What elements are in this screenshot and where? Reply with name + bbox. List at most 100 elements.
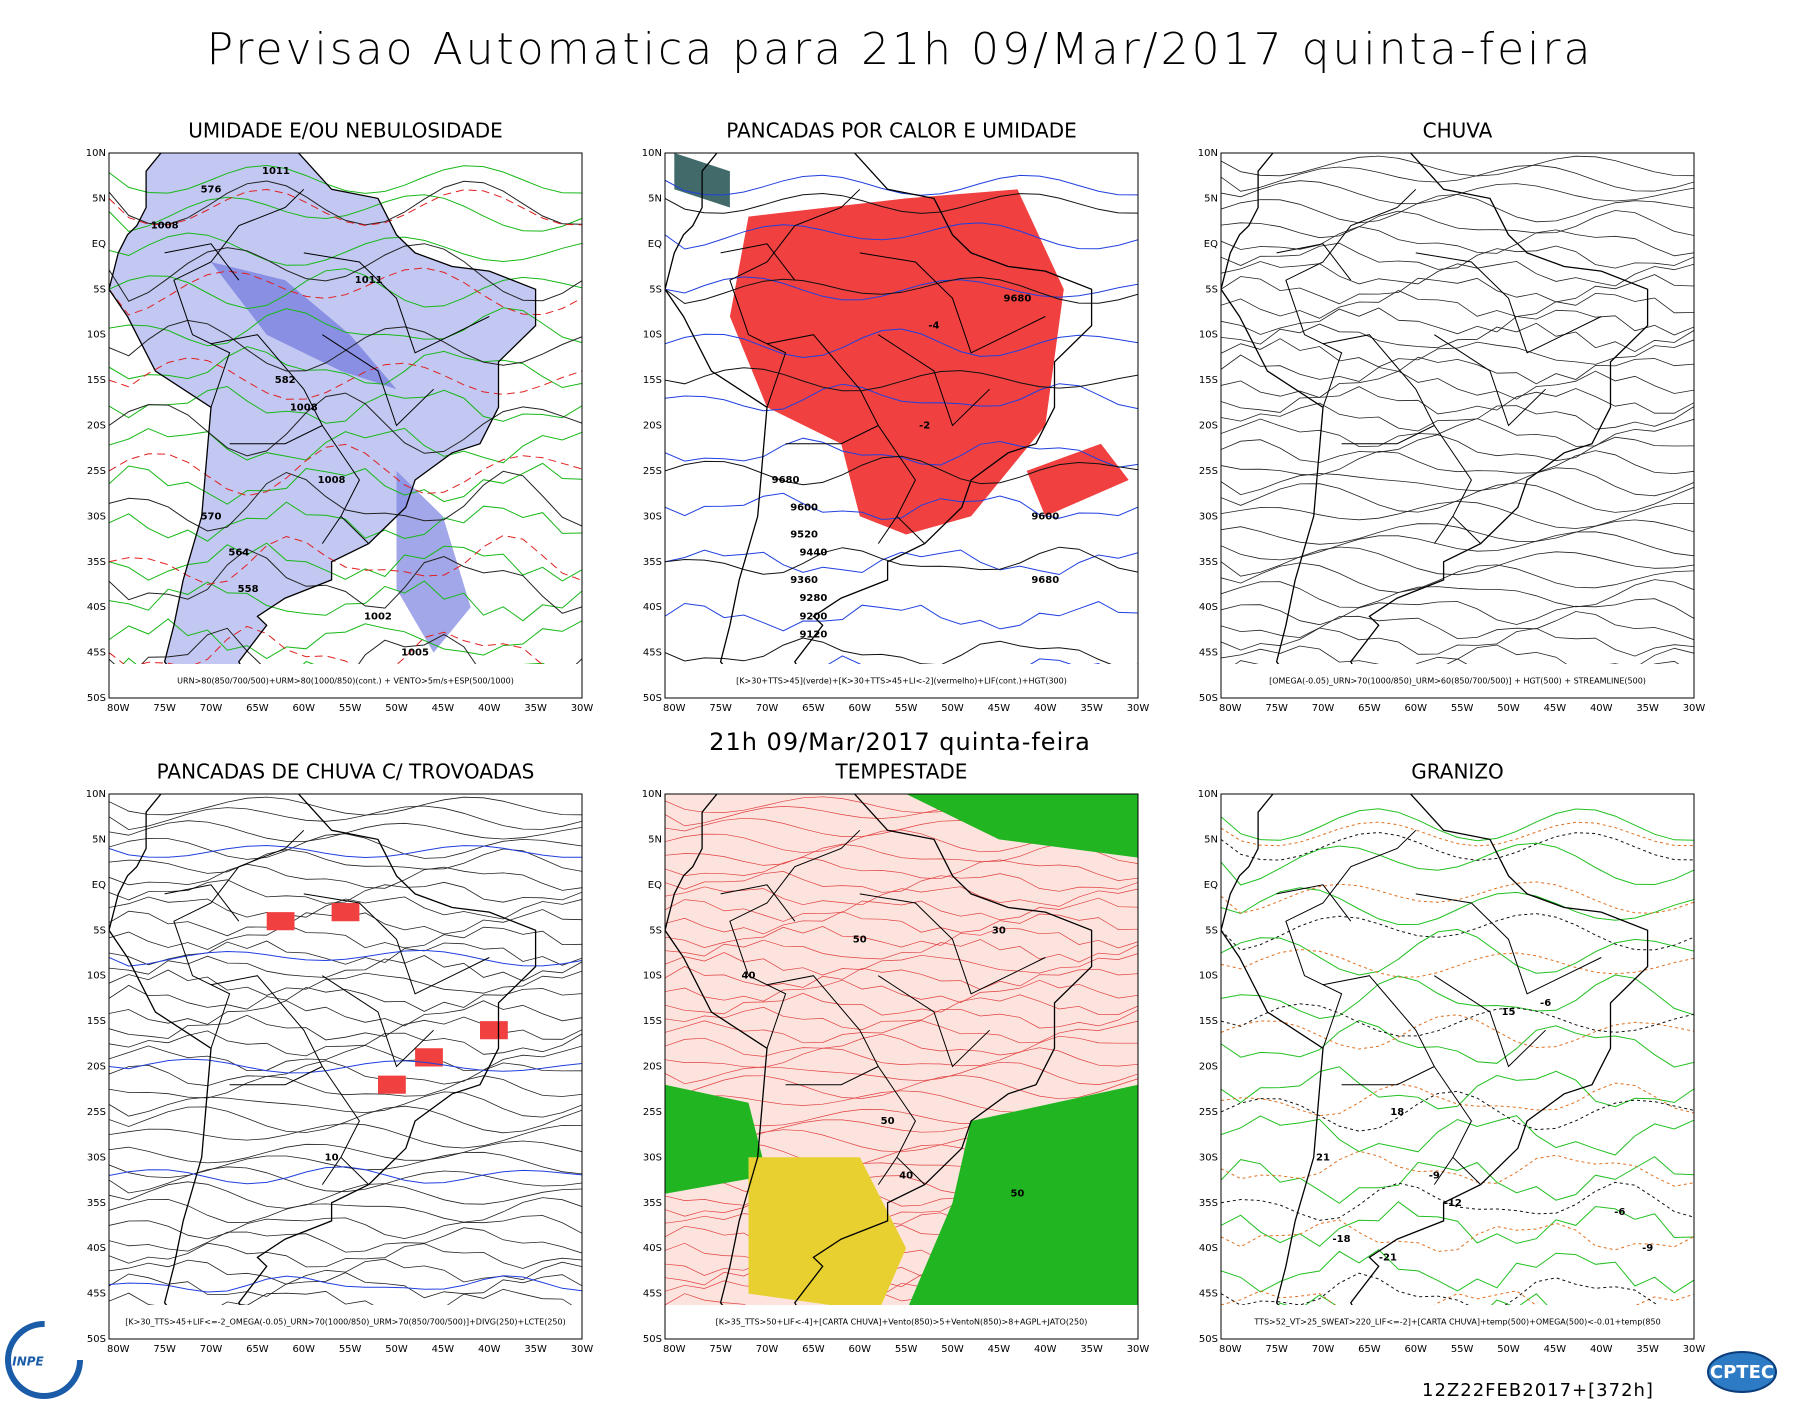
contour-line xyxy=(109,470,582,532)
lon-label: 45W xyxy=(1544,703,1567,714)
contour-label: 15 xyxy=(1502,1007,1516,1018)
border xyxy=(1285,188,1417,408)
lon-label: 60W xyxy=(292,703,315,714)
contour-line xyxy=(665,1074,1138,1100)
lon-label: 50W xyxy=(941,1344,964,1355)
contour-line xyxy=(109,268,582,310)
lat-label: 15S xyxy=(1199,375,1218,386)
lat-label: 35S xyxy=(87,1198,106,1209)
lat-label: 50S xyxy=(87,693,106,704)
contour-label: 50 xyxy=(853,934,867,945)
lon-label: 70W xyxy=(200,703,223,714)
contour-line xyxy=(1221,274,1694,305)
border xyxy=(1276,243,1352,281)
contour-line xyxy=(109,848,582,874)
caption: [K>35_TTS>50+LIF<-4]+[CARTA CHUVA]+Vento… xyxy=(716,1318,1088,1327)
contour-label: -12 xyxy=(1444,1198,1462,1209)
contour-label: 30 xyxy=(992,925,1006,936)
lat-label: 50S xyxy=(1199,1334,1218,1345)
lon-label: 60W xyxy=(292,1344,315,1355)
contour-line xyxy=(665,856,1138,881)
contour-line xyxy=(109,232,582,266)
lat-label: 50S xyxy=(87,1334,106,1345)
contour-line xyxy=(665,926,1138,949)
caption: URN>80(850/700/500)+URM>80(1000/850)(con… xyxy=(177,677,514,686)
contour-label: 40 xyxy=(899,1171,913,1182)
contour-line xyxy=(665,192,1138,214)
contour-line xyxy=(109,462,582,505)
border xyxy=(896,515,926,544)
contour-label: 576 xyxy=(201,184,222,195)
border xyxy=(322,334,434,427)
panel-title: TEMPESTADE xyxy=(835,760,968,784)
contour-line xyxy=(1221,322,1694,353)
contour-line xyxy=(1221,1219,1694,1253)
border xyxy=(1452,1156,1482,1185)
contour-label: 50 xyxy=(1010,1189,1024,1200)
contour-line xyxy=(665,1047,1138,1068)
lon-label: 50W xyxy=(1497,703,1520,714)
contour-line xyxy=(1221,210,1694,239)
lat-label: 20S xyxy=(643,1062,662,1073)
lon-label: 65W xyxy=(802,703,825,714)
contour-line xyxy=(109,267,582,316)
lon-label: 35W xyxy=(1080,1344,1103,1355)
map-frame xyxy=(664,793,1139,1340)
lon-label: 80W xyxy=(663,1344,686,1355)
contour-line xyxy=(1221,164,1694,192)
lon-label: 40W xyxy=(478,1344,501,1355)
page-title: Previsao Automatica para 21h 09/Mar/2017… xyxy=(207,24,1594,75)
contour-line xyxy=(109,346,582,389)
border xyxy=(1276,884,1352,922)
contour-line xyxy=(665,1061,1138,1085)
lon-label: 40W xyxy=(1590,1344,1613,1355)
lat-label: 5S xyxy=(649,284,662,295)
contour-label: 9680 xyxy=(772,475,800,486)
coastline xyxy=(665,153,1093,698)
contour-line xyxy=(1221,1248,1694,1294)
inpe-logo: INPE xyxy=(5,1321,83,1399)
caption-box xyxy=(109,664,582,698)
border xyxy=(878,975,990,1068)
border xyxy=(859,252,1046,354)
border xyxy=(785,425,879,445)
contour-line xyxy=(109,1166,582,1194)
contour-line xyxy=(109,243,582,302)
contour-line xyxy=(1221,928,1694,976)
border xyxy=(229,425,323,445)
contour-line xyxy=(109,1272,582,1299)
contour-line xyxy=(665,992,1138,1016)
map-frame xyxy=(108,793,583,1340)
contour-line xyxy=(1221,1156,1694,1204)
contour-line xyxy=(1221,948,1694,978)
shaded-area xyxy=(378,1075,406,1094)
coastline xyxy=(665,794,1093,1339)
lat-label: 30S xyxy=(87,511,106,522)
contour-line xyxy=(1221,354,1694,385)
contour-line xyxy=(109,194,582,232)
lat-label: 35S xyxy=(87,557,106,568)
contour-label: 1008 xyxy=(151,221,179,232)
lat-label: 10N xyxy=(1198,148,1218,159)
contour-label: -18 xyxy=(1333,1234,1351,1245)
lon-label: 40W xyxy=(1034,703,1057,714)
lat-label: 35S xyxy=(643,1198,662,1209)
contour-line xyxy=(1221,418,1694,447)
contour-line xyxy=(1221,1272,1694,1315)
caption-box xyxy=(665,664,1138,698)
lon-label: 65W xyxy=(1358,703,1381,714)
lon-label: 70W xyxy=(756,703,779,714)
border xyxy=(1415,252,1602,354)
lon-label: 80W xyxy=(663,703,686,714)
lon-label: 55W xyxy=(1451,703,1474,714)
lon-label: 55W xyxy=(339,1344,362,1355)
lat-label: 40S xyxy=(87,1243,106,1254)
contour-line xyxy=(109,969,582,996)
lon-label: 75W xyxy=(709,703,732,714)
contour-label: 558 xyxy=(238,584,259,595)
contour-label: 9680 xyxy=(1031,575,1059,586)
contour-line xyxy=(109,392,582,457)
map-panel: GRANIZO -6 -9 -12 -18 -21 15 18 21 -6 -9 TTS>52_VT>… xyxy=(1198,760,1706,1356)
lat-label: 45S xyxy=(1199,648,1218,659)
contour-line xyxy=(1221,1090,1694,1132)
